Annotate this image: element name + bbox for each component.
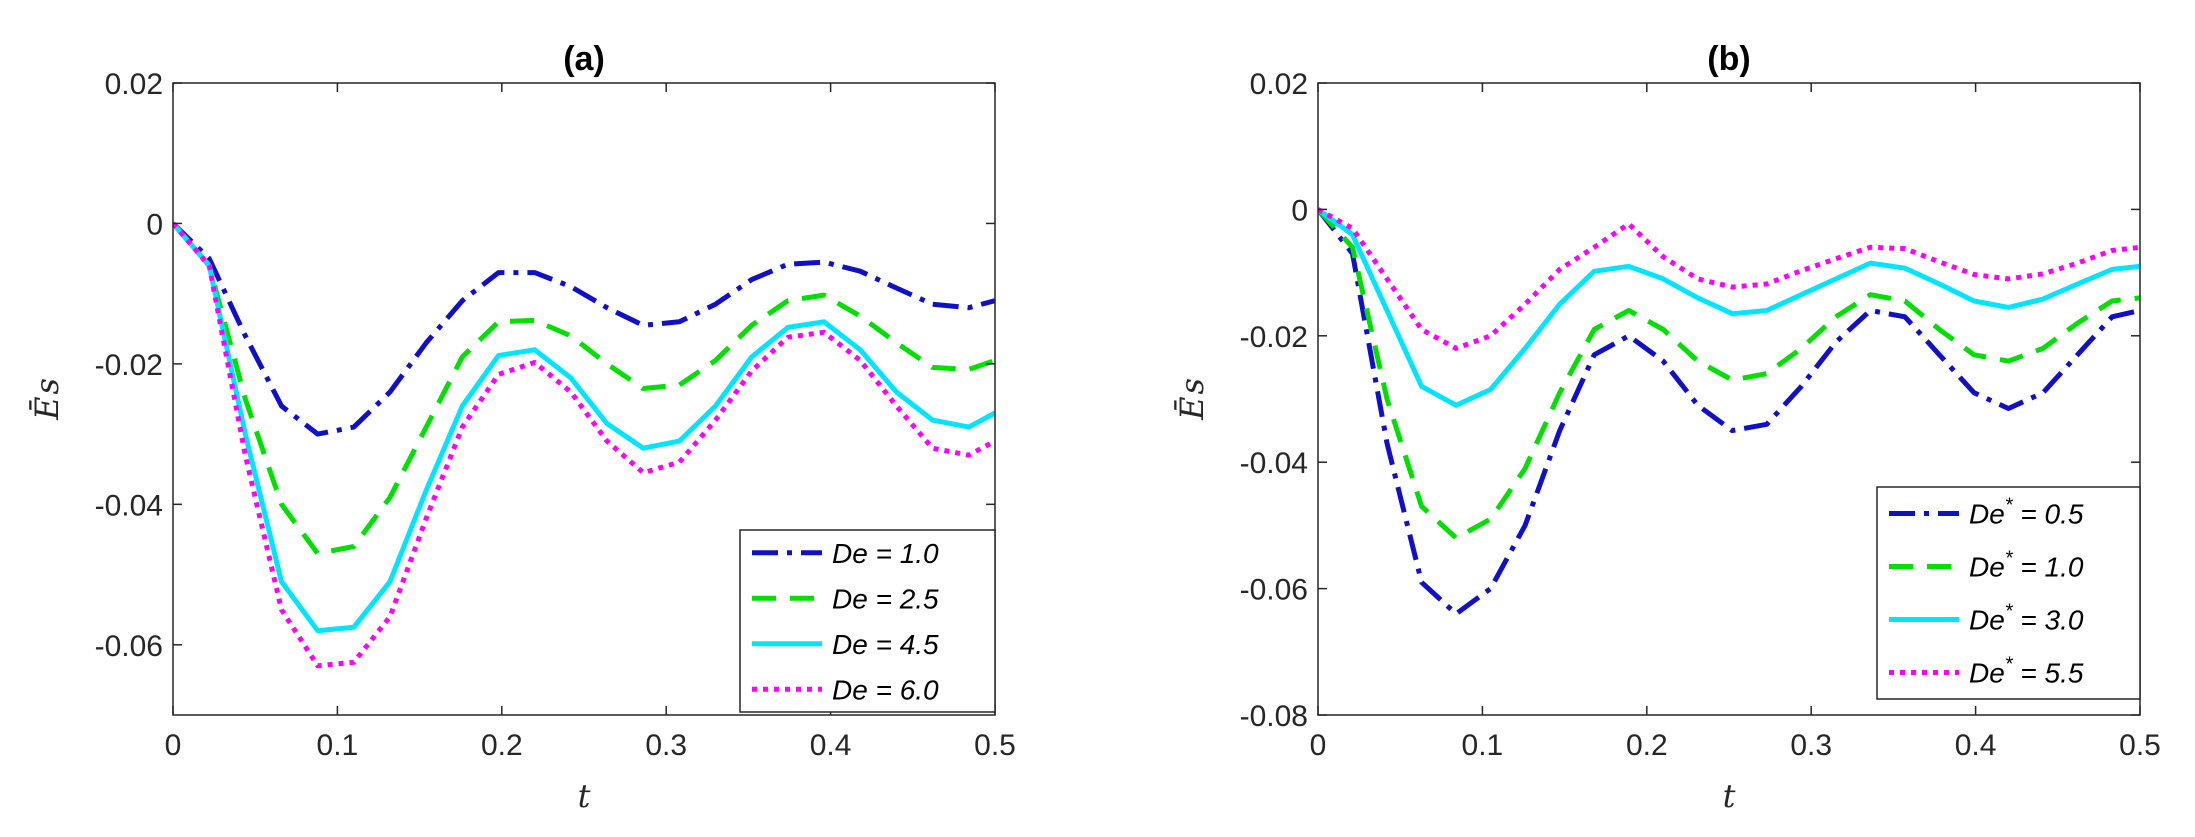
series-line-2 — [173, 221, 995, 556]
x-axis-label: t — [1723, 777, 1736, 815]
axes-box — [1317, 82, 2141, 716]
y-tick-label: 0.02 — [1250, 68, 1308, 101]
y-tick-label: -0.06 — [95, 630, 163, 663]
y-tick-label: -0.04 — [1240, 447, 1308, 480]
series-line-3 — [173, 221, 995, 634]
y-tick-label: -0.08 — [1240, 700, 1308, 733]
legend-entry: De* = 1.0 — [1969, 548, 2084, 583]
legend-box — [739, 529, 996, 713]
y-axis-label: Ēs — [28, 378, 66, 421]
legend-entry: De* = 3.0 — [1969, 601, 2084, 636]
y-tick-label: 0 — [1291, 194, 1308, 227]
y-axis-label: Ēs — [1173, 378, 1211, 421]
panel-b: 0 0.1 0.2 0.3 0.4 0.5 0.02 0 -0.02 -0.04 -0.06 -0.0… — [1173, 40, 2161, 815]
series-line-4 — [173, 221, 995, 669]
series-group — [1318, 207, 2140, 617]
series-line-1 — [173, 221, 995, 437]
y-tick-label: -0.04 — [95, 489, 163, 522]
series-line-2 — [1318, 207, 2140, 541]
legend-entry: De = 6.0 — [832, 674, 939, 705]
legend: De = 1.0 De = 2.5 De = 4.5 De = 6.0 — [739, 529, 996, 713]
series-line-1 — [1318, 207, 2140, 617]
x-tick-label: 0.3 — [645, 729, 687, 762]
legend-entry: De* = 5.5 — [1969, 654, 2084, 689]
x-axis-label: t — [578, 777, 591, 815]
chart-title: (b) — [1707, 40, 1750, 78]
x-tick-label: 0.1 — [1462, 729, 1504, 762]
x-tick-label: 0.4 — [1955, 729, 1997, 762]
x-tick-label: 0.5 — [2119, 729, 2161, 762]
legend-entry: De = 1.0 — [832, 538, 939, 569]
x-tick-label: 0 — [1310, 729, 1327, 762]
axes-box — [172, 82, 996, 716]
x-tick-label: 0.2 — [1626, 729, 1668, 762]
legend-entry: De = 2.5 — [832, 583, 939, 614]
legend: De* = 0.5 De* = 1.0 De* = 3.0 De* = 5.5 — [1876, 486, 2141, 700]
series-line-3 — [1318, 207, 2140, 408]
legend-entry: De* = 0.5 — [1969, 495, 2084, 530]
x-tick-label: 0 — [165, 729, 182, 762]
y-tick-label: -0.02 — [95, 349, 163, 382]
x-tick-label: 0.1 — [317, 729, 359, 762]
series-line-4 — [1318, 207, 2140, 351]
x-tick-label: 0.2 — [481, 729, 523, 762]
y-tick-label: -0.02 — [1240, 321, 1308, 354]
legend-box — [1876, 486, 2141, 700]
y-tick-label: 0.02 — [105, 68, 163, 101]
y-tick-label: -0.06 — [1240, 574, 1308, 607]
series-group — [173, 221, 995, 669]
chart-title: (a) — [563, 40, 605, 78]
legend-entry: De = 4.5 — [832, 629, 939, 660]
y-tick-label: 0 — [146, 208, 163, 241]
x-tick-label: 0.3 — [1790, 729, 1832, 762]
x-tick-label: 0.4 — [810, 729, 852, 762]
x-tick-label: 0.5 — [974, 729, 1016, 762]
panel-a: 0 0.1 0.2 0.3 0.4 0.5 0.02 0 -0.02 -0.04 -0.06 (a) t… — [28, 40, 1016, 815]
